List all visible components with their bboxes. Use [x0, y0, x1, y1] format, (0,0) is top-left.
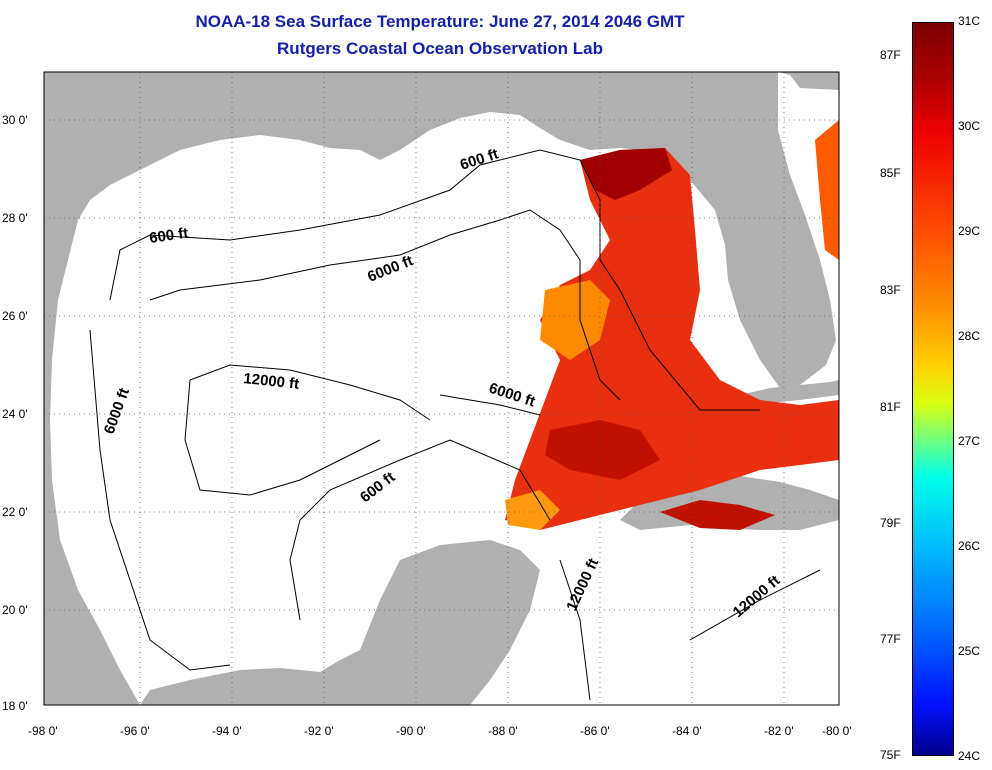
temperature-colorbar: [912, 22, 954, 756]
sst-map: 600 ft 600 ft 6000 ft 6000 ft 6000 ft 12…: [2, 71, 852, 738]
colorbar-fahrenheit-label: 79F: [880, 516, 901, 530]
colorbar-fahrenheit-label: 85F: [880, 166, 901, 180]
yucatan-land: [140, 540, 540, 705]
x-tick-label: -88 0': [488, 724, 518, 738]
x-tick-label: -80 0': [822, 724, 852, 738]
contour-label: 12000 ft: [243, 370, 300, 393]
colorbar-celsius-label: 28C: [958, 329, 981, 343]
map-title: NOAA-18 Sea Surface Temperature: June 27…: [195, 12, 685, 31]
sst-patch-hot-north: [580, 148, 672, 200]
sst-patch-cuba-coast: [660, 500, 775, 530]
y-tick-label: 30 0': [2, 113, 28, 127]
y-tick-label: 24 0': [2, 407, 28, 421]
florida-keys-land: [740, 380, 839, 404]
colorbar-celsius-label: 27C: [958, 434, 981, 448]
graticule: [44, 72, 839, 705]
sst-patch-hot-central: [545, 420, 660, 480]
contour-600ft: [109, 149, 760, 621]
colorbar-celsius-label: 30C: [958, 119, 981, 133]
y-tick-label: 26 0': [2, 309, 28, 323]
colorbar-fahrenheit-label: 83F: [880, 283, 901, 297]
contour-label: 600 ft: [148, 225, 189, 247]
map-subtitle: Rutgers Coastal Ocean Observation Lab: [277, 39, 603, 58]
sst-patch-orange-west: [540, 280, 610, 360]
y-tick-label: 18 0': [2, 699, 28, 713]
colorbar-celsius-label: 26C: [958, 539, 981, 553]
x-tick-label: -98 0': [28, 724, 58, 738]
colorbar-celsius-label: 31C: [958, 14, 981, 28]
contour-12000ft: [184, 364, 821, 701]
colorbar-celsius-label: 24C: [958, 749, 981, 763]
colorbar-celsius-label: 25C: [958, 644, 981, 658]
plot-frame: [43, 71, 840, 706]
x-tick-label: -90 0': [396, 724, 426, 738]
sst-patch-orange-south: [505, 490, 560, 530]
contour-6000ft: [89, 209, 621, 671]
x-tick-label: -82 0': [764, 724, 794, 738]
colorbar-fahrenheit-label: 81F: [880, 400, 901, 414]
us-gulf-coast-land: [44, 72, 839, 705]
colorbar-fahrenheit-label: 77F: [880, 632, 901, 646]
colorbar-fahrenheit-label: 87F: [880, 48, 901, 62]
x-tick-label: -86 0': [580, 724, 610, 738]
x-tick-label: -84 0': [672, 724, 702, 738]
x-tick-label: -96 0': [120, 724, 150, 738]
y-tick-label: 28 0': [2, 211, 28, 225]
colorbar-fahrenheit-label: 75F: [880, 748, 901, 762]
y-tick-label: 22 0': [2, 505, 28, 519]
y-tick-label: 20 0': [2, 603, 28, 617]
sst-patch-florida-east: [815, 120, 839, 260]
x-tick-label: -94 0': [212, 724, 242, 738]
x-tick-label: -92 0': [304, 724, 334, 738]
colorbar-celsius-label: 29C: [958, 224, 981, 238]
